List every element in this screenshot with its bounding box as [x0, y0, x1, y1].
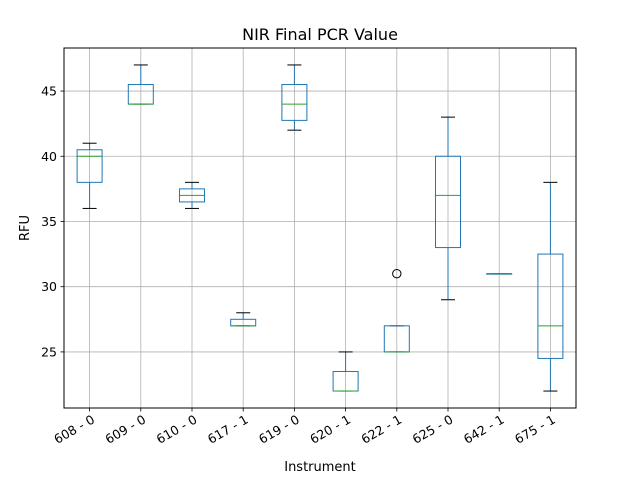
- box-622-1: [383, 268, 410, 353]
- grid-layer: [64, 48, 576, 408]
- x-tick-label: 620 - 1: [307, 412, 353, 447]
- box-619-0: [281, 64, 308, 131]
- box-620-1: [332, 351, 359, 392]
- x-tick-label: 619 - 0: [256, 412, 302, 447]
- plot-area-frame: [63, 47, 577, 409]
- chart-title: NIR Final PCR Value: [242, 25, 398, 44]
- x-tick-label: 675 - 1: [512, 412, 558, 447]
- box-617-1: [230, 312, 257, 327]
- y-tick-label: 35: [41, 214, 57, 229]
- outlier-point: [392, 268, 402, 279]
- box-iqr: [435, 155, 461, 249]
- x-tick-label: 610 - 0: [154, 412, 200, 447]
- box-iqr: [537, 253, 564, 359]
- box-642-1: [486, 273, 513, 275]
- y-tick-label: 40: [41, 149, 57, 164]
- x-axis-title: Instrument: [284, 460, 356, 475]
- x-tick-label: 625 - 0: [410, 412, 456, 447]
- box-iqr: [76, 149, 103, 183]
- y-tick-label: 30: [41, 279, 57, 294]
- box-iqr: [281, 84, 308, 121]
- box-608-0: [76, 142, 103, 209]
- box-625-0: [435, 116, 461, 301]
- y-axis-ticks: 25 30 35 40 45: [41, 84, 64, 359]
- y-tick-label: 45: [41, 84, 57, 99]
- x-axis-ticks: 608 - 0 609 - 0 610 - 0 617 - 1 619 - 0 620 -…: [51, 408, 558, 447]
- boxes-layer: [76, 64, 564, 392]
- box-610-0: [179, 181, 205, 209]
- y-axis-title: RFU: [18, 215, 33, 241]
- x-tick-label: 608 - 0: [51, 412, 97, 447]
- box-675-1: [537, 181, 564, 392]
- x-tick-label: 622 - 1: [358, 412, 404, 447]
- y-tick-label: 25: [41, 344, 57, 359]
- x-tick-label: 617 - 1: [205, 412, 251, 447]
- x-tick-label: 642 - 1: [461, 412, 507, 447]
- box-609-0: [127, 64, 154, 105]
- x-tick-label: 609 - 0: [102, 412, 148, 447]
